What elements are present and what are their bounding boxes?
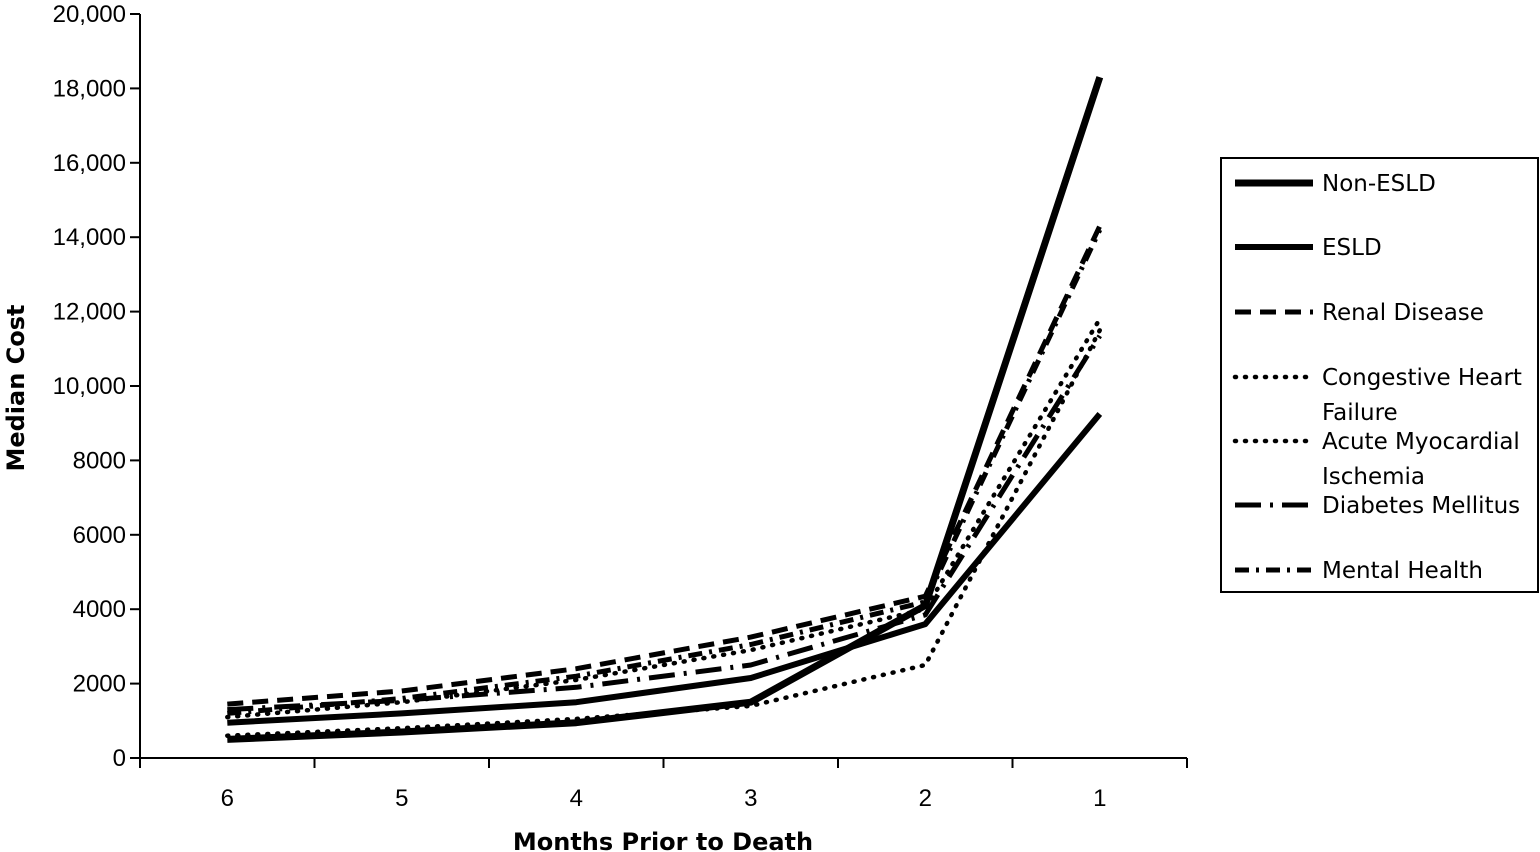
legend-label: Renal Disease (1322, 300, 1484, 326)
y-tick-label: 0 (113, 745, 126, 772)
y-tick-label: 2000 (73, 671, 126, 698)
series-line-non-esld (227, 76, 1104, 743)
y-axis: 0 2000 4000 6000 8000 10,000 12,000 14,000 16,00… (53, 1, 141, 772)
y-tick-label: 12,000 (53, 299, 126, 326)
series-line-acute-myocardial-ischemia (225, 316, 1103, 720)
plot-area (225, 76, 1104, 743)
legend-label: Acute Myocardial Ischemia (1322, 429, 1520, 490)
y-tick-label: 20,000 (53, 1, 126, 28)
x-tick-label: 5 (395, 785, 408, 812)
legend-label: Diabetes Mellitus (1322, 493, 1520, 519)
y-tick-label: 10,000 (53, 373, 126, 400)
x-tick-label: 2 (919, 785, 932, 812)
legend-box (1220, 157, 1539, 593)
x-tick-label: 6 (221, 785, 234, 812)
series-line-esld (227, 411, 1103, 726)
y-tick-label: 16,000 (53, 150, 126, 177)
x-tick-label: 1 (1093, 785, 1106, 812)
y-tick-label: 6000 (73, 522, 126, 549)
legend-label: Mental Health (1322, 558, 1483, 584)
legend: Non-ESLD ESLD Renal Disease Congestive Hear… (1220, 157, 1539, 593)
x-axis-title: Months Prior to Death (513, 828, 813, 852)
legend-label: Congestive Heart Failure (1322, 365, 1522, 426)
y-tick-label: 14,000 (53, 224, 126, 251)
x-tick-label: 4 (570, 785, 583, 812)
legend-label: Non-ESLD (1322, 171, 1436, 197)
legend-label: ESLD (1322, 235, 1382, 261)
y-axis-title: Median Cost (2, 304, 30, 471)
y-tick-label: 4000 (73, 596, 126, 623)
series-line-mental-health (227, 228, 1103, 716)
y-tick-label: 18,000 (53, 75, 126, 102)
x-tick-label: 3 (744, 785, 757, 812)
x-axis: 6 5 4 3 2 1 (139, 757, 1188, 812)
y-tick-label: 8000 (73, 447, 126, 474)
